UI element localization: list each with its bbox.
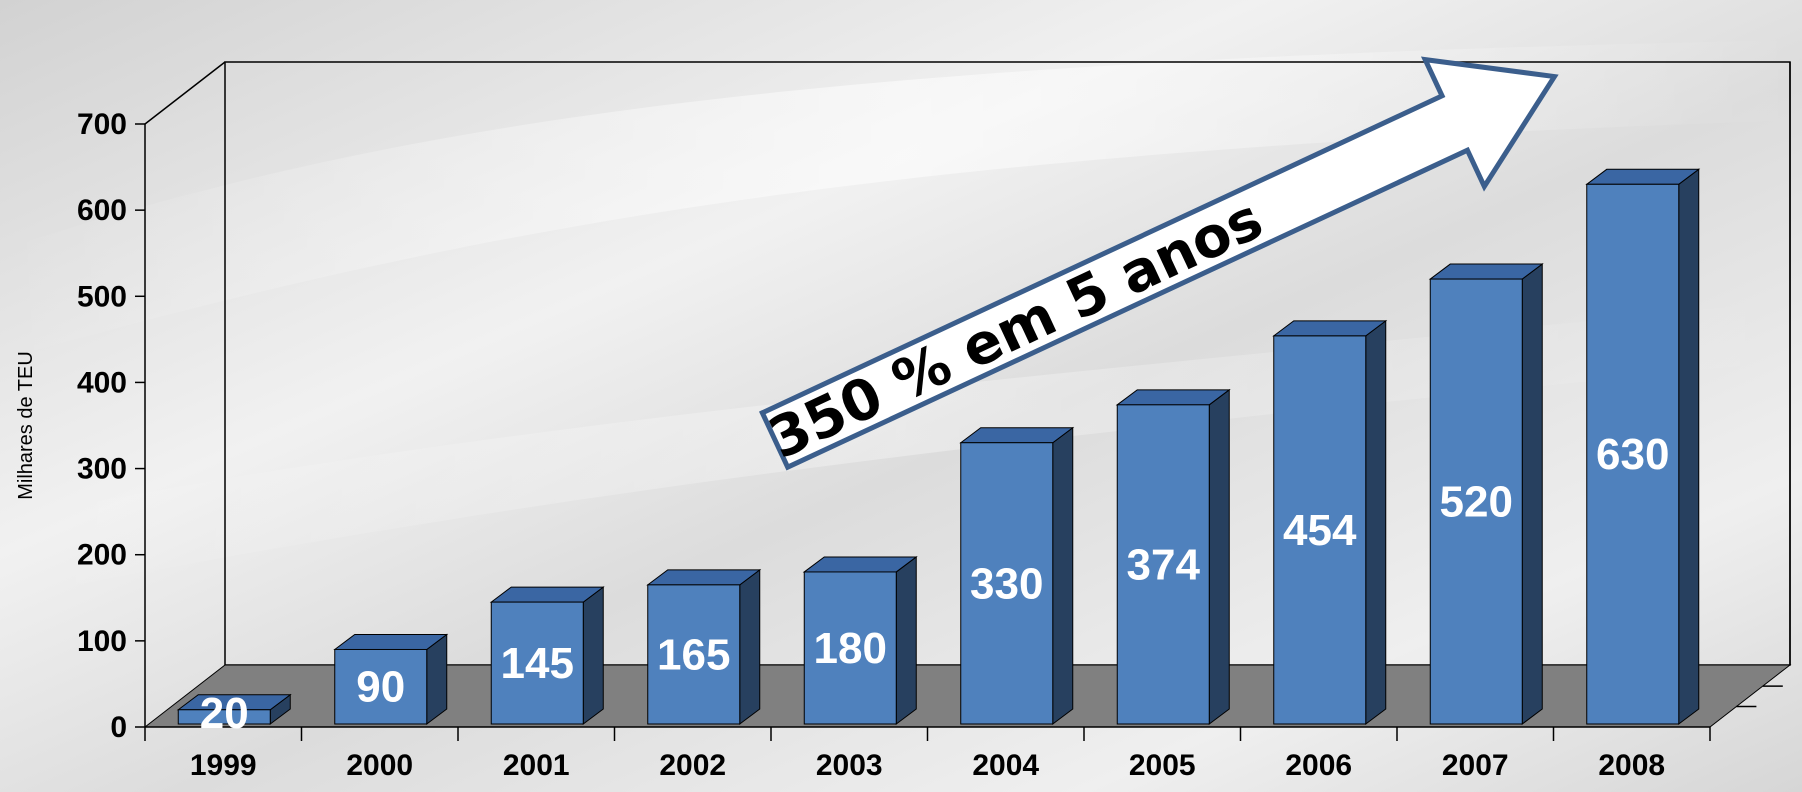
bars: [176, 168, 1701, 725]
y-tick-label: 500: [77, 280, 127, 313]
bar-2007: [1428, 263, 1544, 725]
data-label: 330: [970, 559, 1043, 608]
bar-2006: [1272, 319, 1388, 725]
y-tick-label: 200: [77, 539, 127, 572]
bar-1999: [176, 693, 292, 725]
bar-side: [895, 555, 917, 725]
x-tick-label: 2007: [1442, 749, 1509, 782]
bar-front: [647, 584, 741, 725]
x-tick-label: 2002: [659, 749, 726, 782]
background-swoosh: [0, 40, 1802, 360]
bar-top: [1272, 320, 1388, 337]
bar-2005: [1115, 388, 1231, 725]
bar-side: [1365, 319, 1387, 725]
bar-front: [1116, 404, 1210, 725]
bar-2003: [802, 555, 918, 725]
x-tick-label: 2001: [503, 749, 570, 782]
y-tick-label: 700: [77, 108, 127, 141]
data-label: 180: [814, 624, 887, 673]
bar-side: [582, 586, 604, 725]
bar-side: [739, 568, 761, 725]
bar-front: [1586, 183, 1680, 725]
y-tick-label: 300: [77, 453, 127, 486]
bar-front: [1429, 278, 1523, 725]
data-label: 520: [1440, 478, 1513, 527]
x-axis: 1999 2000 2001 2002 2003 2004 2005 2006 2007 2008: [144, 685, 1783, 782]
y-tick-label: 600: [77, 194, 127, 227]
bar-front: [334, 648, 428, 725]
bar-side: [426, 633, 448, 725]
bar-top: [802, 556, 918, 573]
bar-2002: [646, 568, 762, 725]
x-tick-label: 2006: [1285, 749, 1352, 782]
bar-side: [1208, 388, 1230, 725]
data-label: 374: [1127, 540, 1201, 589]
data-label: 630: [1596, 430, 1669, 479]
bar-front: [803, 571, 897, 725]
x-tick-label: 2004: [972, 749, 1039, 782]
data-label: 90: [356, 663, 405, 712]
side-wall-top-edge: [144, 61, 226, 125]
bar-2001: [489, 586, 605, 725]
bar-top: [489, 586, 605, 603]
bar-front: [490, 601, 584, 725]
bar-top: [646, 569, 762, 586]
arrow-shape: [758, 56, 1559, 471]
bar-2008: [1585, 168, 1701, 725]
bar-front: [1273, 335, 1367, 725]
bar-top: [1115, 389, 1231, 406]
bar-top: [1585, 168, 1701, 185]
y-tick-label: 400: [77, 366, 127, 399]
x-tick-label: 2003: [816, 749, 883, 782]
bar-2000: [333, 633, 449, 725]
bar-front: [960, 442, 1054, 725]
bar-top: [1428, 263, 1544, 280]
bar-2004: [959, 426, 1075, 725]
bar-side: [1521, 263, 1543, 725]
data-labels: 20 90 145 165 180 330 374 454 520 630: [200, 430, 1670, 738]
bar-top: [959, 427, 1075, 444]
bar-front: [177, 709, 271, 725]
x-tick-label: 2008: [1598, 749, 1665, 782]
y-axis: 0 100 200 300 400 500 600 700: [77, 108, 146, 744]
y-axis-title: Milhares de TEU: [15, 351, 37, 500]
data-label: 20: [200, 689, 249, 738]
y-tick-label: 0: [110, 711, 127, 744]
x-tick-label: 2005: [1129, 749, 1196, 782]
x-tick-label: 1999: [190, 749, 257, 782]
bar-side: [1678, 168, 1700, 725]
data-label: 454: [1283, 506, 1357, 555]
data-label: 165: [657, 630, 730, 679]
y-tick-label: 100: [77, 625, 127, 658]
x-tick-label: 2000: [346, 749, 413, 782]
bar-side: [1052, 426, 1074, 725]
data-label: 145: [501, 639, 574, 688]
bar-top: [333, 633, 449, 650]
